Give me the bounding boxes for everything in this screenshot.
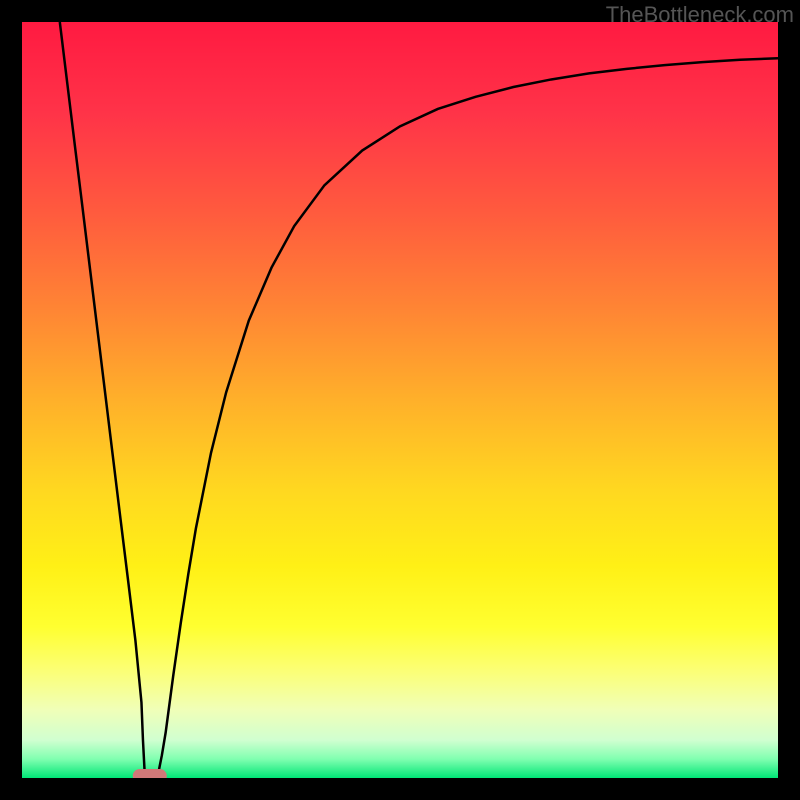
gradient-background: [22, 22, 778, 778]
watermark-text: TheBottleneck.com: [606, 2, 794, 28]
bottleneck-chart-svg: [0, 0, 800, 800]
chart-container: TheBottleneck.com: [0, 0, 800, 800]
